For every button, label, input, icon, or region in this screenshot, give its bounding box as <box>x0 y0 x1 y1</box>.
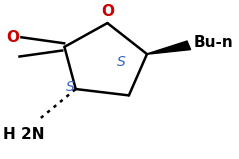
Text: Bu-n: Bu-n <box>193 35 233 50</box>
Text: O: O <box>101 4 114 19</box>
Text: S: S <box>117 55 125 69</box>
Polygon shape <box>147 41 191 54</box>
Text: O: O <box>6 30 19 45</box>
Text: H 2N: H 2N <box>3 127 45 142</box>
Text: S: S <box>66 80 75 94</box>
